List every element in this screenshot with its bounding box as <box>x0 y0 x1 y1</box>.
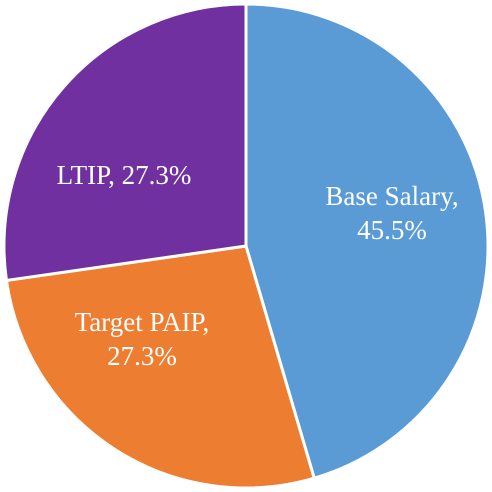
data-label-target-paip: Target PAIP, 27.3% <box>75 307 210 371</box>
data-label-line: Base Salary, <box>325 181 458 211</box>
data-label-base-salary: Base Salary, 45.5% <box>325 181 458 245</box>
pie-slice-base-salary <box>244 2 490 481</box>
data-label-ltip: LTIP, 27.3% <box>57 160 192 190</box>
data-label-line: 45.5% <box>357 215 427 245</box>
pie-slice-target-paip <box>4 244 317 490</box>
data-label-line: 27.3% <box>107 341 177 371</box>
pie-slice-ltip <box>2 2 248 283</box>
pie-data-labels: Base Salary, 45.5% Target PAIP, 27.3% LTIP, … <box>57 160 459 371</box>
data-label-line: Target PAIP, <box>75 307 210 337</box>
data-label-line: LTIP, 27.3% <box>57 160 192 190</box>
